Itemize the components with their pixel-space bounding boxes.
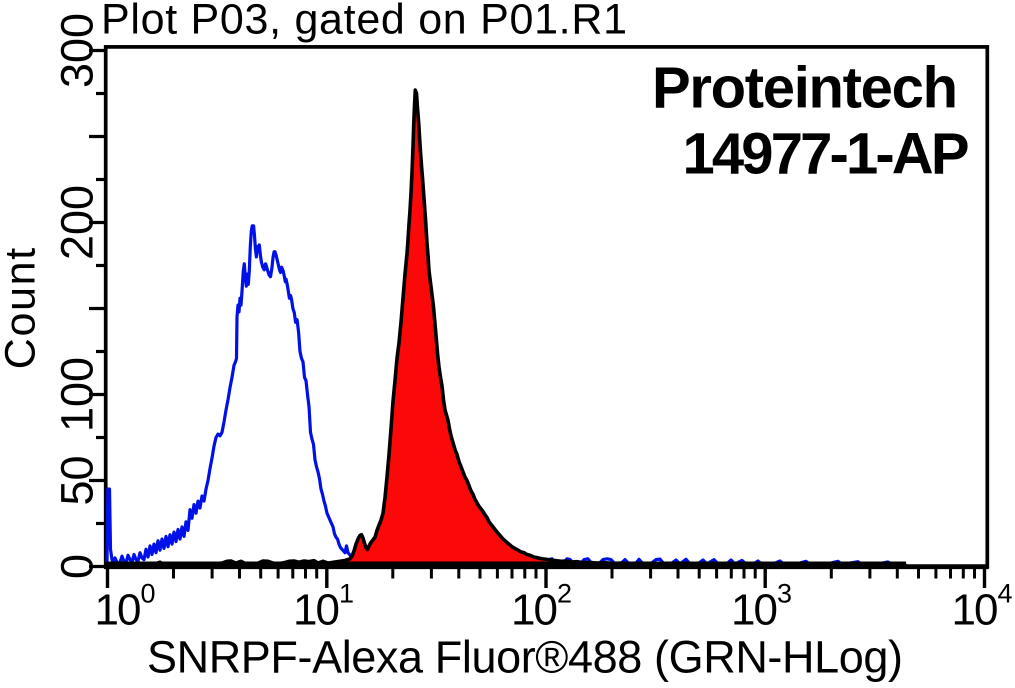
svg-text:4: 4 bbox=[998, 579, 1013, 609]
svg-text:2: 2 bbox=[557, 579, 572, 609]
svg-text:Proteintech: Proteintech bbox=[652, 55, 958, 120]
svg-text:100: 100 bbox=[52, 357, 103, 432]
svg-text:10: 10 bbox=[952, 586, 997, 635]
svg-text:10: 10 bbox=[95, 586, 140, 635]
svg-text:1: 1 bbox=[339, 579, 354, 609]
svg-text:200: 200 bbox=[52, 185, 103, 260]
svg-text:300: 300 bbox=[52, 13, 103, 88]
svg-text:Count: Count bbox=[0, 248, 45, 370]
svg-text:10: 10 bbox=[731, 586, 776, 635]
svg-text:50: 50 bbox=[52, 455, 103, 505]
svg-text:10: 10 bbox=[293, 586, 338, 635]
svg-text:SNRPF-Alexa Fluor®488 (GRN-HLo: SNRPF-Alexa Fluor®488 (GRN-HLog) bbox=[147, 632, 903, 683]
svg-text:14977-1-AP: 14977-1-AP bbox=[683, 121, 970, 186]
svg-text:3: 3 bbox=[777, 579, 792, 609]
svg-text:0: 0 bbox=[141, 579, 156, 609]
svg-text:Plot P03, gated on P01.R1: Plot P03, gated on P01.R1 bbox=[101, 0, 627, 44]
svg-text:0: 0 bbox=[52, 554, 103, 579]
svg-text:10: 10 bbox=[511, 586, 556, 635]
